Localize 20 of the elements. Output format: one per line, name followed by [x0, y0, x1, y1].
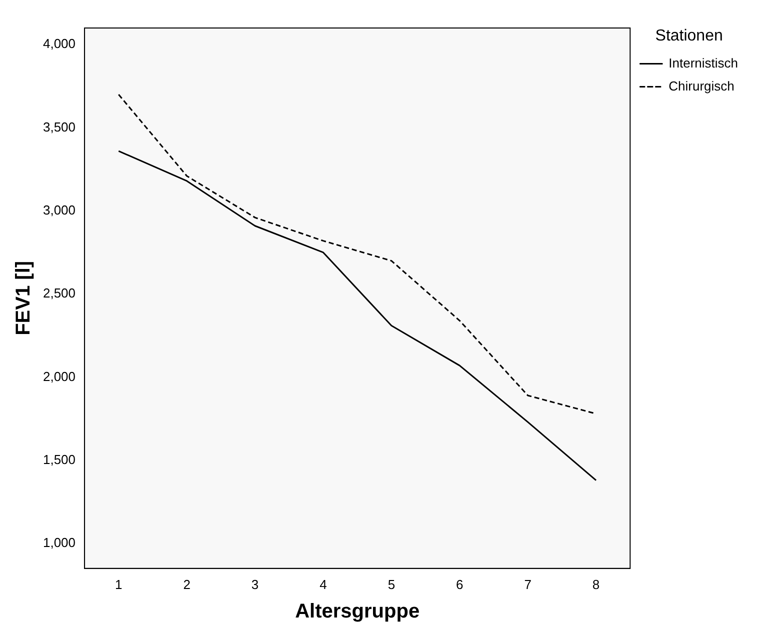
y-tick-label: 2,000	[42, 368, 76, 384]
x-tick-label: 1	[115, 576, 122, 592]
x-tick-label: 8	[592, 576, 600, 592]
y-tick-label: 2,500	[42, 286, 76, 301]
y-tick-label: 3,500	[42, 119, 76, 134]
x-axis-title: Altersgruppe	[295, 600, 420, 623]
x-tick-label: 4	[320, 576, 327, 592]
legend-label: Chirurgisch	[668, 78, 734, 94]
y-axis-title: FEV1 [l]	[12, 260, 35, 336]
y-tick-label: 1,500	[42, 452, 76, 467]
x-tick-label: 6	[456, 576, 464, 592]
x-tick-label: 5	[388, 576, 396, 592]
x-tick-label: 3	[251, 576, 259, 592]
y-tick-label: 3,000	[42, 202, 76, 218]
x-tick-label: 7	[524, 576, 532, 592]
legend-label: Internistisch	[668, 55, 738, 70]
y-tick-label: 1,000	[42, 535, 76, 550]
legend-title: Stationen	[655, 27, 723, 44]
y-tick-label: 4,000	[42, 36, 76, 52]
x-tick-label: 2	[183, 576, 190, 592]
